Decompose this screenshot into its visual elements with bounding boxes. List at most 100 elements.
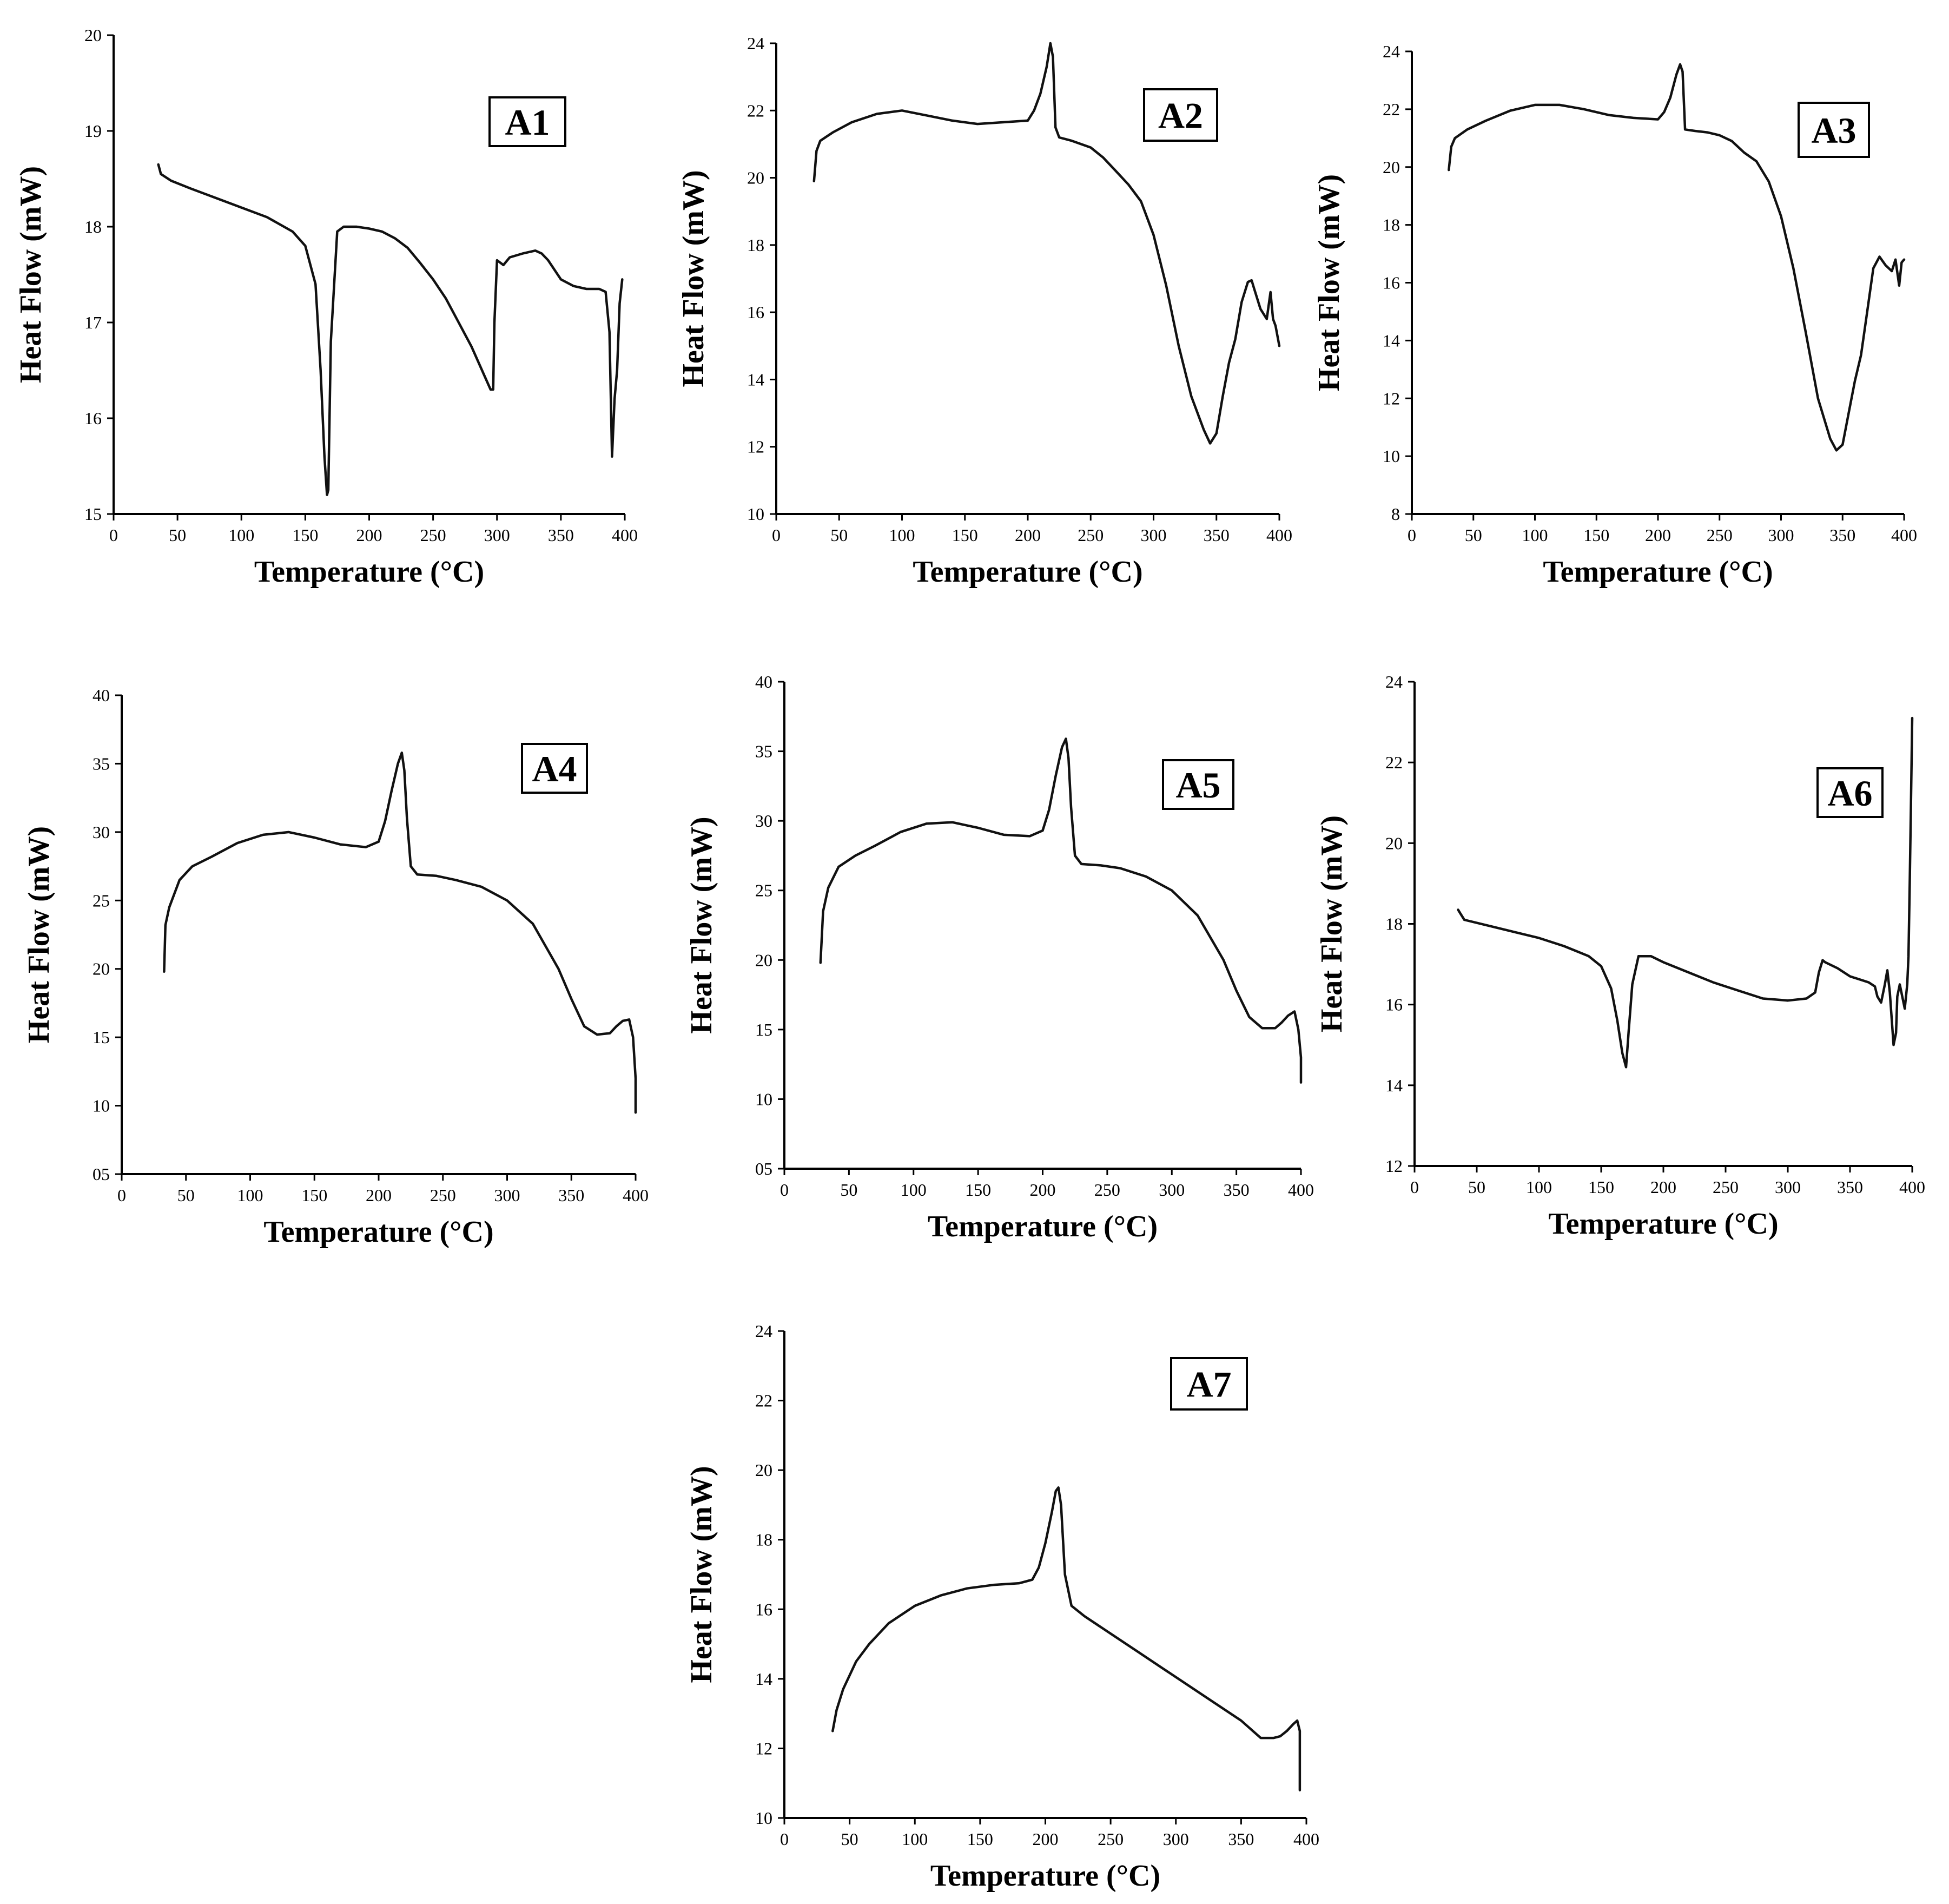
y-tick-label: 16 bbox=[755, 1599, 772, 1619]
y-axis-title: Heat Flow (mW) bbox=[685, 816, 718, 1033]
x-tick-label: 150 bbox=[292, 525, 318, 545]
x-tick-label: 350 bbox=[558, 1185, 584, 1205]
y-tick-label: 8 bbox=[1391, 504, 1400, 524]
x-tick-label: 250 bbox=[1098, 1829, 1124, 1849]
y-tick-label: 40 bbox=[93, 686, 110, 705]
x-tick-label: 100 bbox=[902, 1829, 928, 1849]
series-line-a1 bbox=[157, 163, 624, 496]
series-line-a7 bbox=[831, 1486, 1301, 1791]
x-axis-title: Temperature (°C) bbox=[913, 555, 1142, 589]
x-tick-label: 150 bbox=[1583, 525, 1609, 545]
y-tick-label: 17 bbox=[84, 313, 102, 332]
y-tick-label: 19 bbox=[84, 121, 102, 141]
x-tick-label: 50 bbox=[177, 1185, 195, 1205]
y-tick-label: 22 bbox=[747, 101, 764, 120]
panel-label-box bbox=[1170, 1357, 1248, 1411]
x-tick-label: 300 bbox=[1159, 1180, 1185, 1200]
y-tick-label: 16 bbox=[1385, 995, 1403, 1014]
x-tick-label: 300 bbox=[1141, 525, 1167, 545]
x-tick-label: 400 bbox=[1266, 525, 1292, 545]
y-tick-label: 16 bbox=[747, 302, 764, 322]
chart-panel-a4: 0 50 100 150 200 250 300 350 400 05 10 15 20 25 30 35 40… bbox=[22, 686, 649, 1249]
panel-label-box bbox=[1798, 102, 1870, 158]
y-tick-label: 14 bbox=[755, 1669, 772, 1689]
x-tick-label: 350 bbox=[1224, 1180, 1250, 1200]
x-tick-label: 50 bbox=[1468, 1177, 1485, 1197]
y-tick-label: 10 bbox=[755, 1808, 772, 1828]
y-tick-label: 20 bbox=[747, 168, 764, 188]
y-tick-label: 18 bbox=[1385, 914, 1403, 934]
series-line-a5 bbox=[819, 737, 1303, 1084]
x-tick-label: 200 bbox=[1033, 1829, 1059, 1849]
x-axis-title: Temperature (°C) bbox=[254, 555, 484, 589]
y-tick-label: 25 bbox=[93, 891, 110, 910]
series-line-a2 bbox=[812, 42, 1281, 445]
series-line-a3 bbox=[1448, 63, 1906, 452]
x-tick-label: 300 bbox=[484, 525, 510, 545]
y-tick-label: 22 bbox=[1383, 100, 1400, 119]
chart-panel-a7: 0 50 100 150 200 250 300 350 400 10 12 14 16 18 20 22 24… bbox=[685, 1321, 1319, 1893]
x-tick-label: 50 bbox=[1465, 525, 1482, 545]
x-tick-label: 100 bbox=[237, 1185, 263, 1205]
x-tick-label: 50 bbox=[830, 525, 848, 545]
x-axis-title: Temperature (°C) bbox=[1548, 1207, 1778, 1241]
y-tick-label: 20 bbox=[755, 1460, 772, 1480]
y-tick-label: 10 bbox=[1383, 446, 1400, 466]
y-tick-label: 22 bbox=[1385, 753, 1403, 772]
x-tick-label: 250 bbox=[420, 525, 446, 545]
panel-label-box bbox=[1816, 767, 1884, 818]
x-tick-label: 250 bbox=[1707, 525, 1733, 545]
x-tick-label: 0 bbox=[1408, 525, 1416, 545]
x-tick-label: 150 bbox=[952, 525, 978, 545]
panel-label-box bbox=[1162, 759, 1234, 810]
y-tick-label: 16 bbox=[1383, 273, 1400, 293]
y-tick-label: 05 bbox=[755, 1159, 772, 1178]
y-tick-label: 14 bbox=[1383, 331, 1400, 350]
y-tick-label: 20 bbox=[93, 959, 110, 979]
chart-panel-a2: 0 50 100 150 200 250 300 350 400 10 12 14 16 18 20 22 24… bbox=[677, 34, 1292, 589]
y-tick-label: 10 bbox=[93, 1096, 110, 1116]
x-tick-label: 100 bbox=[1522, 525, 1548, 545]
y-tick-label: 18 bbox=[1383, 215, 1400, 235]
x-tick-label: 150 bbox=[965, 1180, 991, 1200]
y-tick-label: 18 bbox=[755, 1530, 772, 1550]
x-tick-label: 350 bbox=[1837, 1177, 1863, 1197]
x-tick-label: 350 bbox=[1204, 525, 1230, 545]
y-tick-label: 20 bbox=[1385, 833, 1403, 853]
x-tick-label: 300 bbox=[1768, 525, 1794, 545]
y-tick-label: 15 bbox=[755, 1020, 772, 1039]
y-tick-label: 10 bbox=[755, 1089, 772, 1109]
y-axis-title: Heat Flow (mW) bbox=[1312, 174, 1346, 391]
chart-panel-a3: 0 50 100 150 200 250 300 350 400 8 10 12 14 16 18 20 22 2… bbox=[1312, 42, 1917, 589]
x-tick-label: 100 bbox=[901, 1180, 927, 1200]
x-tick-label: 200 bbox=[356, 525, 382, 545]
y-tick-label: 12 bbox=[1383, 388, 1400, 408]
y-tick-label: 30 bbox=[755, 811, 772, 831]
x-tick-label: 150 bbox=[301, 1185, 327, 1205]
y-axis-title: Heat Flow (mW) bbox=[22, 826, 56, 1043]
x-tick-label: 200 bbox=[1645, 525, 1671, 545]
chart-panel-a1: 0 50 100 150 200 250 300 350 400 15 16 17 18 19 20 Temp… bbox=[14, 25, 638, 589]
y-tick-label: 22 bbox=[755, 1391, 772, 1411]
x-tick-label: 250 bbox=[430, 1185, 456, 1205]
x-tick-label: 200 bbox=[366, 1185, 392, 1205]
y-axis-title: Heat Flow (mW) bbox=[14, 166, 48, 383]
panel-label: A2 bbox=[1158, 95, 1203, 136]
x-tick-label: 0 bbox=[117, 1185, 126, 1205]
y-tick-label: 35 bbox=[755, 742, 772, 761]
x-tick-label: 50 bbox=[841, 1829, 858, 1849]
series-line-a4 bbox=[163, 751, 637, 1114]
x-tick-label: 200 bbox=[1030, 1180, 1056, 1200]
y-tick-label: 35 bbox=[93, 754, 110, 773]
y-axis-title: Heat Flow (mW) bbox=[677, 170, 710, 387]
y-tick-label: 05 bbox=[93, 1164, 110, 1184]
x-tick-label: 400 bbox=[1288, 1180, 1314, 1200]
y-tick-label: 18 bbox=[747, 235, 764, 255]
series-line-a6 bbox=[1457, 716, 1914, 1069]
x-tick-label: 0 bbox=[1410, 1177, 1419, 1197]
y-tick-label: 20 bbox=[1383, 157, 1400, 177]
panel-label: A5 bbox=[1175, 765, 1220, 806]
x-tick-label: 400 bbox=[1899, 1177, 1925, 1197]
x-tick-label: 0 bbox=[109, 525, 118, 545]
x-axis-title: Temperature (°C) bbox=[928, 1210, 1158, 1243]
